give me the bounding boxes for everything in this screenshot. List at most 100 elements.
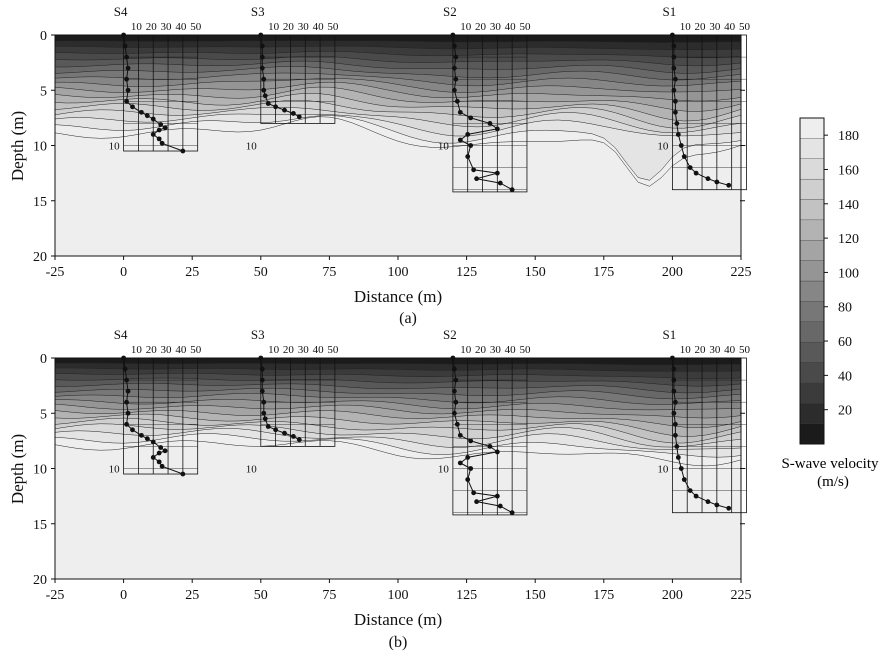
station-profile-point (675, 455, 681, 460)
station-profile-point (156, 450, 162, 456)
station-profile-point (261, 87, 267, 93)
station-profile-point (124, 98, 129, 104)
x-tick-label: 25 (185, 265, 199, 280)
station-scale-label: 50 (190, 21, 202, 33)
station-scale-box (452, 357, 528, 516)
station-profile-point (672, 76, 678, 82)
colorbar-tick-label: 120 (838, 232, 859, 247)
station-profile-point (124, 421, 129, 427)
station-scale-label: 20 (475, 21, 487, 33)
station-profile-point (674, 121, 680, 126)
station-profile-point (258, 32, 264, 38)
station-profile-point (261, 399, 267, 405)
colorbar-tick-label: 80 (838, 301, 852, 316)
colorbar-unit: (m/s) (817, 474, 849, 490)
station-scale-label: 20 (475, 344, 487, 356)
station-profile-point (453, 399, 459, 405)
station-scale-label: 40 (724, 344, 736, 356)
station-profile-point (162, 448, 168, 454)
station-profile-point (121, 355, 126, 361)
station-name: S1 (663, 4, 677, 19)
station-profile-point (265, 424, 271, 429)
colorbar-band (799, 138, 825, 159)
x-tick-label: 100 (388, 588, 409, 603)
station-profile-point (138, 432, 144, 438)
station-profile-point (494, 170, 500, 176)
colorbar-band (799, 158, 825, 180)
station-scale-label: 50 (739, 344, 751, 356)
station-profile-point (670, 355, 675, 361)
station-name: S2 (443, 327, 457, 342)
y-tick-label: 15 (33, 195, 47, 210)
colorbar-band (799, 362, 825, 384)
x-tick-label: 0 (120, 588, 127, 603)
station-profile-point (296, 437, 302, 443)
station-profile-point (138, 109, 144, 115)
station-profile-point (672, 98, 678, 104)
station-name: S2 (443, 4, 457, 19)
station-profile-point (693, 493, 699, 499)
station-profile-point (273, 427, 279, 433)
station-scale-label: 40 (505, 344, 517, 356)
station-profile-point (130, 427, 135, 433)
velocity-band (55, 358, 741, 366)
station-profile-point (150, 455, 156, 460)
station-scale-label: 50 (327, 21, 339, 33)
x-tick-label: 75 (322, 265, 336, 280)
station-profile-point (671, 377, 677, 383)
x-tick-label: 175 (593, 588, 614, 603)
station-scale-label: 40 (313, 21, 325, 33)
station-profile-point (670, 32, 675, 38)
station-profile-point (296, 114, 302, 120)
station-profile-point (450, 355, 456, 361)
station-profile-point (150, 132, 156, 137)
station-depth-label: 10 (246, 141, 258, 153)
panel-b-label: (b) (389, 634, 408, 651)
station-profile-point (451, 388, 457, 394)
station-profile-point (158, 122, 164, 127)
station-profile-point (158, 445, 164, 450)
x-tick-label: 225 (731, 265, 752, 280)
colorbar-band (799, 240, 825, 261)
x-tick-label: 125 (456, 265, 477, 280)
station-profile-point (474, 499, 479, 505)
station-profile-point (468, 115, 474, 121)
station-profile-point (705, 176, 711, 182)
colorbar-ticks: 20 40 60 80 100 120 140 160 180 (824, 129, 859, 419)
station-profile-point (259, 54, 265, 60)
station-profile-point (124, 54, 129, 60)
station-scale-label: 30 (490, 21, 502, 33)
station-profile-point (474, 176, 479, 182)
station-profile-point (494, 126, 500, 132)
station-name: S4 (114, 4, 128, 19)
colorbar-tick-label: 20 (838, 404, 852, 419)
panel-a-xlabel: Distance (m) (354, 287, 442, 306)
station-depth-label: 10 (438, 464, 450, 476)
colorbar-band (799, 321, 825, 343)
station-profile-point (671, 388, 677, 394)
colorbar-tick-label: 140 (838, 198, 859, 213)
station-profile-point (159, 140, 165, 146)
colorbar-tick-label: 160 (838, 163, 859, 178)
y-tick-label: 5 (40, 407, 47, 422)
panel-a-contour-field (55, 35, 741, 256)
station-profile-point (454, 98, 460, 104)
y-tick-label: 10 (33, 463, 47, 478)
station-profile-point (672, 399, 678, 405)
station-profile-point (122, 366, 128, 372)
colorbar-title: S-wave velocity (781, 456, 879, 472)
station-scale-box (123, 357, 199, 475)
colorbar-band (799, 260, 825, 282)
station-scale-label: 50 (190, 344, 202, 356)
station-profile-point (265, 101, 271, 106)
station-profile-point (678, 466, 684, 471)
station-profile-point (705, 499, 711, 505)
panel-b-axes: -25 0 25 50 75 100 125 150 175 200 225 0 5 10 15 20 (33, 352, 752, 603)
station-profile-point (124, 377, 129, 383)
station-scale-label: 50 (519, 21, 531, 33)
